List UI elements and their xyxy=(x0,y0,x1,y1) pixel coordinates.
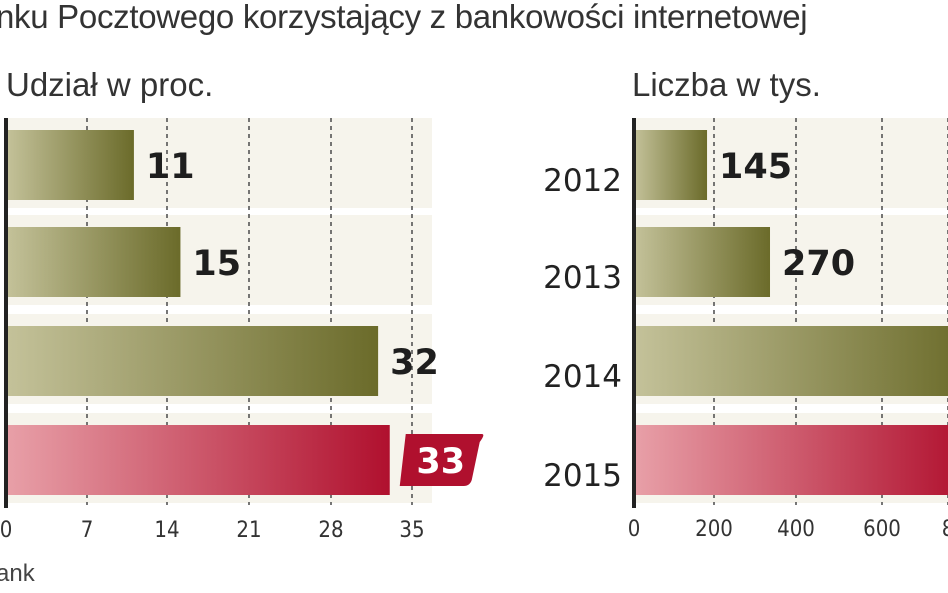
bar-value-label: 15 xyxy=(192,244,241,284)
x-tick-label: 200 xyxy=(695,517,733,542)
x-tick-label: 7 xyxy=(81,518,94,543)
bar-value-label: 145 xyxy=(719,147,792,187)
bar xyxy=(634,326,948,396)
x-tick-label: 0 xyxy=(628,517,641,542)
bar-value-label: 270 xyxy=(782,244,855,284)
x-tick-label: 35 xyxy=(399,518,424,543)
category-label: 2013 xyxy=(543,260,622,296)
category-label: 2014 xyxy=(543,359,622,395)
right-chart-title: Liczba w tys. xyxy=(632,66,821,103)
bar xyxy=(6,326,379,396)
bars xyxy=(6,130,948,495)
chart-title: nku Pocztowego korzystający z bankowości… xyxy=(0,0,808,35)
value-badge-shape xyxy=(399,434,484,486)
x-tick-label: 400 xyxy=(777,517,815,542)
bar xyxy=(634,425,948,495)
bar xyxy=(6,425,390,495)
x-tick-label: 21 xyxy=(236,518,261,543)
x-tick-label: 0 xyxy=(0,518,12,543)
bar xyxy=(634,227,771,297)
axes xyxy=(4,118,636,508)
bar xyxy=(6,130,134,200)
category-label: 2012 xyxy=(543,163,622,199)
x-tick-label: 28 xyxy=(318,518,343,543)
category-label: 2015 xyxy=(543,458,622,494)
bar-value-label: 11 xyxy=(146,147,195,187)
x-tick-label: 14 xyxy=(154,518,179,543)
labels: 0 7 14 21 28 35 11 15 32 33 0 200 400 600 8 145 270 2012 2… xyxy=(0,147,948,543)
bar xyxy=(634,130,708,200)
source-note: ank xyxy=(0,560,35,587)
highlight-value-badge: 33 xyxy=(399,434,484,486)
bar xyxy=(6,227,181,297)
bar-value-label: 33 xyxy=(416,442,465,482)
x-tick-label: 600 xyxy=(863,517,901,542)
x-tick-label: 8 xyxy=(942,517,948,542)
left-chart-title: Udział w proc. xyxy=(6,66,214,103)
bar-value-label: 32 xyxy=(390,343,439,383)
